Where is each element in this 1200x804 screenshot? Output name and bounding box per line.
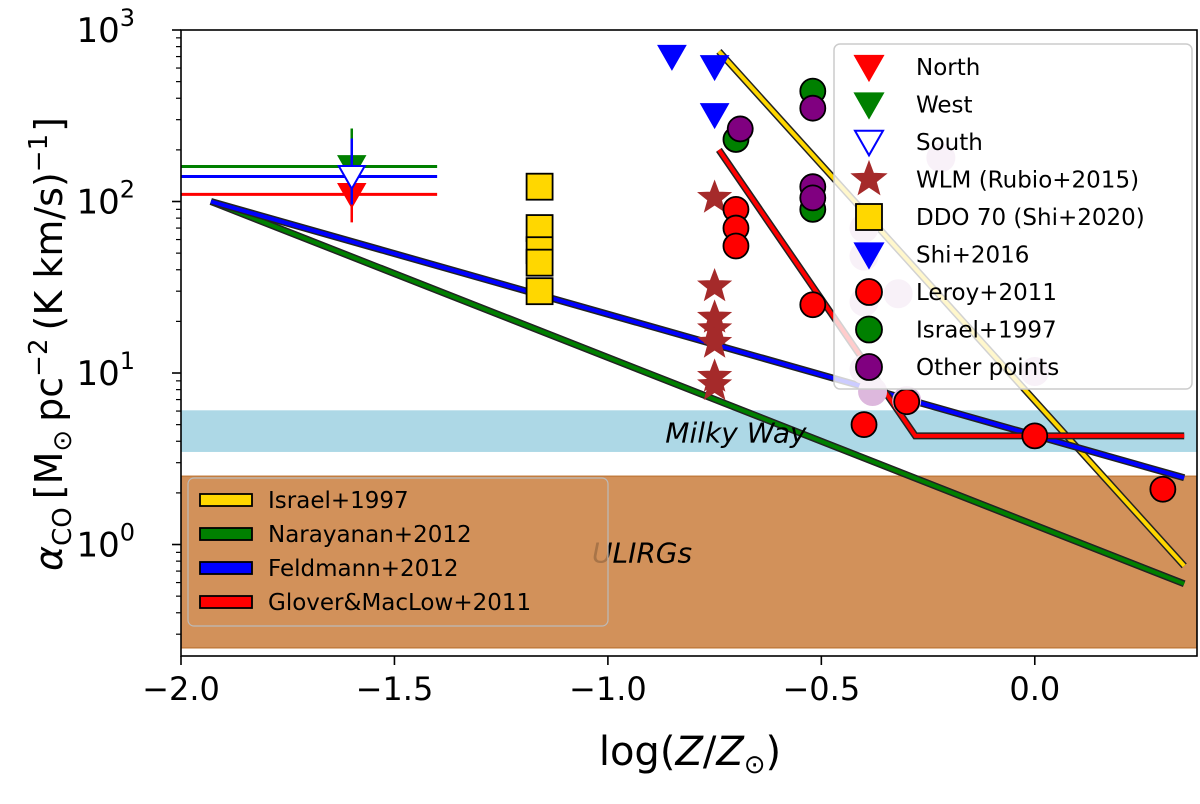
legend-label: Shi+2016 [916,243,1029,269]
y-tick-label: 103 [76,4,135,51]
legend-label: Other points [916,355,1059,381]
legend-marker-2 [853,129,885,158]
marker-legend-box [833,43,1193,390]
legend-line-swatch [199,561,253,575]
point-shi-2016 [699,103,730,130]
point-ddo-70-shi-2020 [525,277,554,306]
point-wlm-rubio-2015 [697,179,733,213]
x-tick-label: 0.0 [1009,670,1060,708]
y-axis-label: αCO[M⊙pc−2(K km/s)−1] [24,117,78,571]
point-other-points [799,184,827,212]
legend-line-swatch [199,493,253,507]
legend-line-label: Glover&MacLow+2011 [268,590,531,616]
x-axis-label: log(Z/Z⊙) [599,729,781,780]
legend-line-swatch [199,595,253,609]
x-tick-label: −2.0 [142,670,220,708]
band-label-milky-way: Milky Way [665,416,807,449]
point-leroy-2011 [893,388,921,416]
fit-line-feldmann-2012 [210,199,1185,480]
legend-marker-0 [853,54,885,83]
legend-label: West [916,93,973,119]
legend-marker-6 [855,278,883,306]
legend-marker-1 [853,92,885,120]
point-ddo-70-shi-2020 [525,172,554,201]
point-wlm-rubio-2015 [697,267,733,302]
point-other-points [799,94,827,122]
point-leroy-2011 [1149,475,1177,503]
point-leroy-2011 [850,411,878,439]
y-tick-label: 100 [76,519,135,566]
legend-marker-5 [853,242,885,270]
y-tick-label: 102 [76,176,135,223]
point-leroy-2011 [722,232,750,260]
fit-line-narayanan-2012 [210,199,1185,586]
legend-label: North [916,55,980,81]
legend-label: Leroy+2011 [916,280,1057,306]
line-legend-box [187,477,609,627]
legend-line-label: Feldmann+2012 [268,556,459,582]
legend-line-swatch [199,527,253,541]
point-leroy-2011 [1021,422,1049,450]
legend-marker-7 [855,315,883,344]
point-wlm-rubio-2015 [697,366,733,401]
plot-frame [180,29,1198,657]
band-label-ulirgs: ULIRGs [592,536,692,569]
legend-marker-3 [850,159,888,196]
legend-marker-4 [855,203,883,231]
legend-label: DDO 70 (Shi+2020) [916,205,1145,231]
point-shi-2016 [699,55,730,82]
point-wlm-rubio-2015 [697,324,733,358]
legend-marker-8 [855,353,883,381]
legend-line-label: Narayanan+2012 [268,522,472,548]
point-other-points [726,115,754,143]
limit-marker-south [337,165,367,191]
x-tick-label: −1.0 [569,670,647,708]
y-tick-label: 101 [76,347,135,394]
point-shi-2016 [657,44,687,71]
x-tick-label: −1.5 [356,670,434,708]
fit-line-glover-maclow-2011 [717,148,1185,438]
legend-label: Israel+1997 [916,318,1057,344]
legend-label: South [916,130,983,156]
point-ddo-70-shi-2020 [525,248,554,277]
point-leroy-2011 [799,291,827,319]
x-tick-label: −0.5 [782,670,860,708]
legend-label: WLM (Rubio+2015) [916,168,1139,194]
legend-line-label: Israel+1997 [268,488,409,514]
